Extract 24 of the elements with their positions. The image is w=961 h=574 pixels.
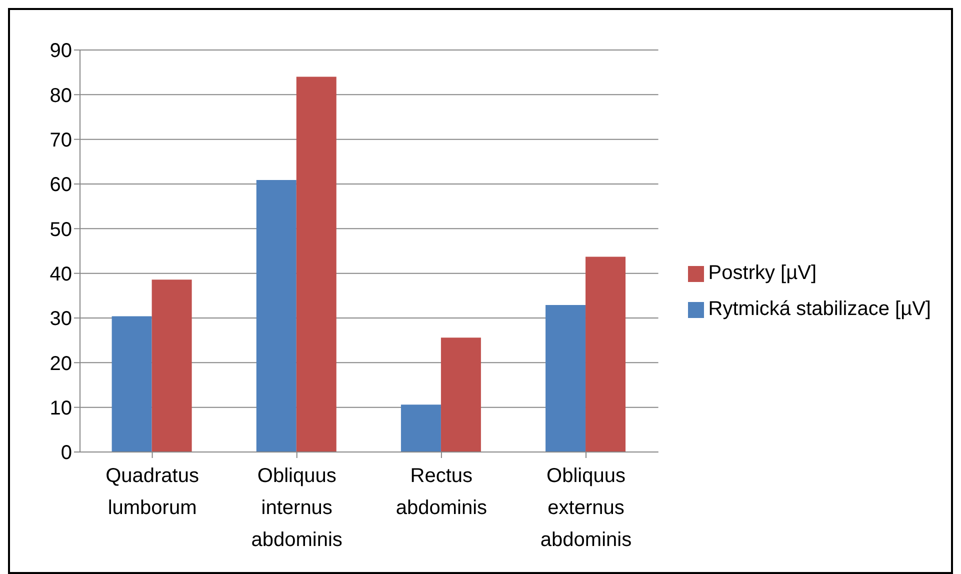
- x-tick-label: Obliquus internus abdominis: [251, 465, 342, 551]
- bar: [256, 180, 296, 452]
- bar: [586, 256, 626, 452]
- bar: [440, 338, 481, 452]
- y-tick-label: 50: [50, 218, 72, 241]
- bar: [152, 280, 192, 452]
- legend-label: Rytmická stabilizace [µV]: [708, 298, 931, 320]
- legend-label: Postrky [µV]: [708, 262, 817, 284]
- y-tick-label: 10: [50, 397, 72, 420]
- y-tick-label: 40: [50, 263, 72, 286]
- y-tick-label: 30: [50, 308, 72, 330]
- y-tick-label: 60: [50, 174, 72, 196]
- bar: [400, 404, 441, 452]
- x-tick-label: Obliquus externus abdominis: [540, 465, 632, 551]
- y-tick-label: 80: [50, 84, 72, 107]
- bar: [112, 316, 152, 452]
- x-tick-label: Rectus abdominis: [396, 465, 488, 519]
- y-tick-label: 70: [50, 129, 72, 152]
- y-tick-label: 90: [50, 40, 72, 62]
- bar: [296, 76, 336, 452]
- y-tick-label: 20: [50, 352, 72, 375]
- y-tick-label: 0: [60, 442, 72, 464]
- x-tick-label: Quadratus lumborum: [106, 465, 199, 519]
- bar: [546, 305, 586, 452]
